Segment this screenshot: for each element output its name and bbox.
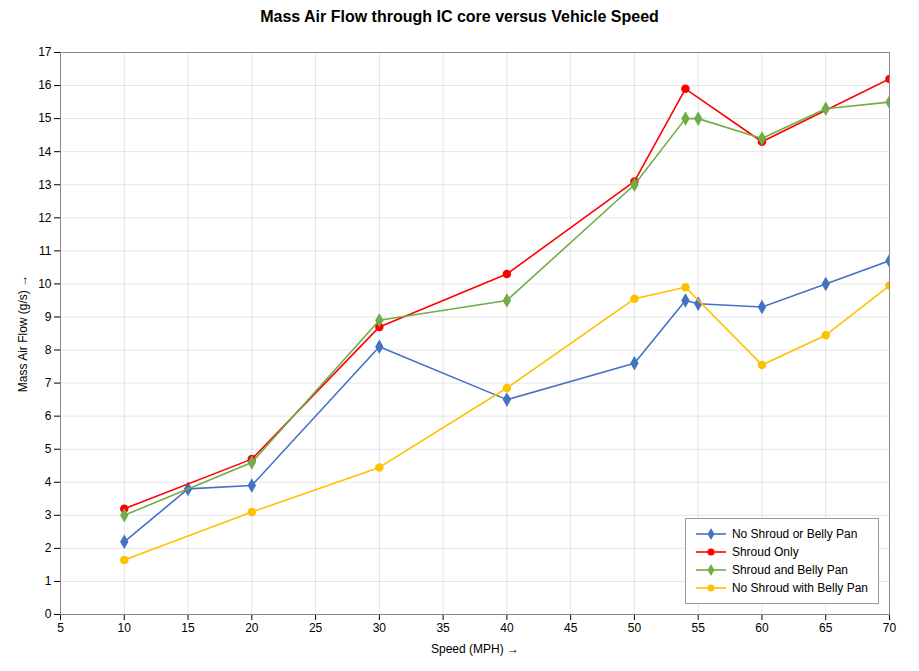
svg-text:13: 13 [38,178,52,192]
svg-text:12: 12 [38,211,52,225]
svg-text:9: 9 [45,310,52,324]
svg-text:2: 2 [45,541,52,555]
svg-text:1: 1 [45,574,52,588]
svg-text:0: 0 [45,607,52,621]
html-text:No Shroud or Belly Pan: No Shroud or Belly Pan [731,527,858,541]
svg-text:6: 6 [45,409,52,423]
svg-text:8: 8 [45,343,52,357]
svg-text:65: 65 [819,621,833,635]
svg-text:17: 17 [38,45,52,59]
svg-text:30: 30 [373,621,387,635]
svg-text:70: 70 [883,621,897,635]
html-text:Shroud Only: Shroud Only [731,545,799,559]
svg-text:14: 14 [38,145,52,159]
svg-text:40: 40 [500,621,514,635]
html-text:No Shroud with Belly Pan: No Shroud with Belly Pan [731,581,868,595]
svg-text:50: 50 [628,621,642,635]
html-text:Shroud and Belly Pan: Shroud and Belly Pan [731,563,848,577]
svg-text:20: 20 [245,621,259,635]
svg-text:10: 10 [38,277,52,291]
svg-text:3: 3 [45,508,52,522]
svg-text:7: 7 [45,376,52,390]
svg-text:15: 15 [181,621,195,635]
svg-text:45: 45 [564,621,578,635]
svg-text:60: 60 [755,621,769,635]
svg-text:15: 15 [38,111,52,125]
html-text:Mass Air Flow through IC core: Mass Air Flow through IC core versus Veh… [260,8,659,25]
svg-text:10: 10 [118,621,132,635]
svg-text:11: 11 [39,244,52,258]
svg-text:5: 5 [57,621,64,635]
svg-text:55: 55 [692,621,706,635]
svg-text:35: 35 [436,621,450,635]
svg-text:4: 4 [45,475,52,489]
svg-text:25: 25 [309,621,323,635]
svg-text:5: 5 [45,442,52,456]
svg-text:Speed (MPH) →: Speed (MPH) → [431,642,519,656]
svg-text:16: 16 [38,78,52,92]
svg-text:Mass Air Flow (g/s) →: Mass Air Flow (g/s) → [16,275,30,392]
